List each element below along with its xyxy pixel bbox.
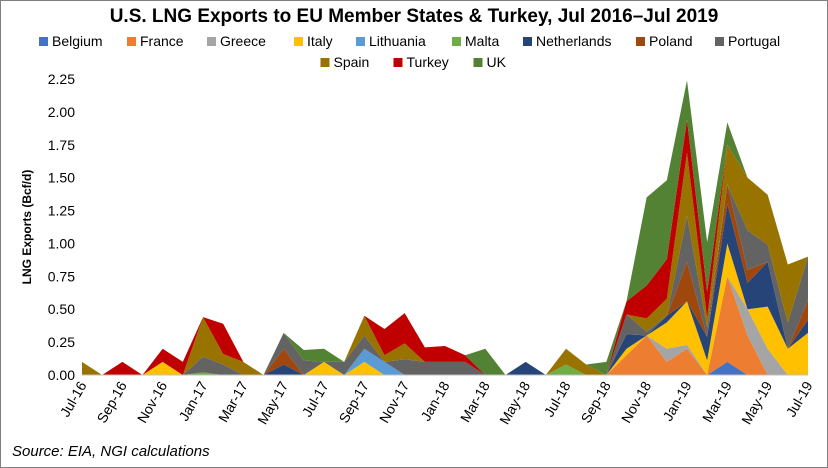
x-tick-label: Mar-18 [457, 378, 493, 425]
legend-label-portugal: Portugal [728, 33, 780, 49]
x-tick-label: Jul-19 [783, 378, 816, 419]
legend-swatch-malta [452, 37, 461, 46]
legend-label-lithuania: Lithuania [369, 33, 426, 49]
legend-swatch-greece [207, 37, 216, 46]
x-tick-label: Sep-18 [577, 378, 614, 425]
legend-swatch-poland [636, 37, 645, 46]
x-tick-label: Jan-17 [175, 378, 210, 423]
x-tick-label: Nov-17 [376, 378, 413, 425]
x-tick-label: Sep-16 [93, 378, 130, 425]
area-france [82, 276, 808, 375]
x-tick-label: Jul-18 [541, 378, 574, 419]
x-tick-label: May-19 [738, 378, 775, 427]
legend-label-poland: Poland [649, 33, 693, 49]
legend-swatch-spain [320, 58, 330, 67]
area-series-group [82, 80, 808, 375]
area-turkey [82, 119, 808, 375]
y-tick-label: 1.50 [48, 170, 75, 186]
y-tick-label: 0.50 [48, 301, 75, 317]
legend-swatch-belgium [39, 37, 48, 46]
legend-swatch-portugal [715, 37, 724, 46]
chart-title: U.S. LNG Exports to EU Member States & T… [109, 6, 719, 27]
legend: Belgium France Greece Italy Lithuania Malta Ne… [39, 33, 780, 70]
legend-swatch-uk [473, 58, 483, 67]
x-tick-label: May-17 [254, 378, 291, 427]
area-belgium [82, 361, 808, 375]
x-tick-label: Mar-17 [215, 378, 251, 425]
legend-label-malta: Malta [465, 33, 499, 49]
legend-label-italy: Italy [307, 33, 333, 49]
y-tick-label: 1.25 [48, 203, 75, 219]
source-note: Source: EIA, NGI calculations [12, 443, 210, 460]
legend-swatch-turkey [393, 58, 403, 67]
y-tick-label: 1.75 [48, 137, 75, 153]
x-tick-label: Jul-16 [57, 378, 90, 419]
x-tick-label: Jan-18 [417, 378, 452, 423]
legend-label-spain: Spain [334, 54, 370, 70]
x-tick-label: Jan-19 [659, 378, 694, 423]
y-tick-label: 0.75 [48, 268, 75, 284]
x-tick-label: Nov-16 [134, 378, 171, 425]
legend-swatch-france [127, 37, 136, 46]
x-tick-label: May-18 [496, 378, 533, 427]
x-tick-label: Jul-17 [299, 378, 332, 419]
x-tick-label: Sep-17 [335, 378, 372, 425]
legend-swatch-netherlands [523, 37, 532, 46]
y-tick-label: 2.00 [48, 104, 75, 120]
area-uk [82, 80, 808, 375]
legend-label-belgium: Belgium [52, 33, 103, 49]
legend-label-greece: Greece [220, 33, 266, 49]
y-tick-label: 1.00 [48, 235, 75, 251]
area-portugal [82, 184, 808, 375]
y-axis-title: LNG Exports (Bcf/d) [20, 170, 34, 285]
y-tick-label: 0.00 [48, 367, 75, 383]
y-tick-label: 0.25 [48, 334, 75, 350]
legend-label-france: France [140, 33, 184, 49]
area-spain [82, 144, 808, 375]
legend-label-turkey: Turkey [407, 54, 449, 70]
legend-label-uk: UK [487, 54, 507, 70]
legend-label-netherlands: Netherlands [536, 33, 612, 49]
legend-swatch-italy [294, 37, 303, 46]
x-tick-label: Nov-18 [618, 378, 655, 425]
y-tick-label: 2.25 [48, 71, 75, 87]
legend-swatch-lithuania [356, 37, 365, 46]
x-tick-label: Mar-19 [699, 378, 735, 425]
